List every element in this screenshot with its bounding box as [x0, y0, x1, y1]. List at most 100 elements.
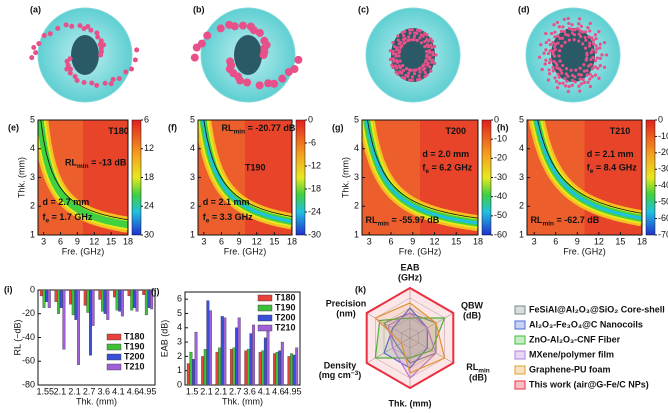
particle — [255, 28, 264, 37]
bar — [86, 289, 90, 313]
x-tick-label: 15 — [106, 236, 116, 246]
particle — [94, 82, 100, 88]
annotation: RLmin = -13 dB — [65, 158, 127, 170]
y-tick-label: 1 — [190, 229, 195, 239]
particle — [588, 72, 592, 76]
y-tick-label: 0 — [177, 379, 182, 389]
particle — [85, 24, 91, 30]
particle — [579, 73, 583, 77]
x-tick-label: 2.1 — [54, 386, 67, 396]
particle — [561, 25, 565, 29]
particle — [539, 43, 543, 47]
particle — [553, 76, 557, 80]
particle — [559, 68, 563, 73]
x-tick-label: 4.6 — [272, 386, 285, 396]
colorbar-label: 24 — [144, 201, 154, 211]
x-tick-label: 3 — [41, 236, 46, 246]
colorbar-label: -50 — [658, 197, 668, 207]
panel-label: (b) — [193, 4, 205, 14]
particle — [423, 60, 428, 64]
bar — [229, 349, 233, 386]
particle — [402, 29, 407, 34]
y-tick-label: 1 — [177, 365, 182, 375]
particle — [94, 30, 100, 36]
particle — [578, 77, 582, 81]
annotation: T210 — [610, 126, 631, 136]
colorbar-label: 12 — [144, 143, 154, 153]
particle — [590, 67, 594, 71]
x-tick-label: 4.1 — [258, 386, 271, 396]
particle — [551, 52, 555, 56]
particle — [132, 57, 138, 63]
particle — [401, 68, 406, 73]
particle — [546, 51, 551, 56]
bar — [144, 289, 148, 316]
bar — [287, 356, 291, 386]
panel-label: (d) — [518, 4, 530, 14]
particle — [594, 36, 598, 41]
particle — [68, 66, 74, 72]
x-tick-label: 4.6 — [127, 386, 140, 396]
bar — [115, 289, 119, 311]
bar — [113, 289, 116, 298]
colorbar-label: -60 — [494, 229, 507, 239]
particle — [547, 38, 551, 42]
annotation-rest: = 3.3 GHz — [209, 212, 253, 222]
particle — [391, 65, 395, 70]
x-tick-label: 18 — [637, 236, 647, 246]
particle — [578, 89, 582, 93]
particle — [537, 55, 542, 59]
particle — [589, 63, 593, 67]
bar — [189, 351, 193, 386]
particle — [391, 52, 395, 56]
legend-swatch — [106, 333, 122, 341]
bar — [186, 363, 190, 386]
annotation-rest: = -55.97 dB — [389, 216, 440, 226]
bar — [244, 350, 248, 386]
particle — [29, 55, 35, 61]
particle — [548, 42, 552, 47]
particle — [64, 66, 70, 72]
radar-axis-label: Density — [324, 360, 357, 370]
particle — [542, 51, 546, 55]
particle — [65, 62, 71, 68]
particle — [417, 67, 421, 71]
particle — [548, 57, 552, 62]
y-tick-label: 1 — [519, 229, 524, 239]
x-tick-label: 4.95 — [284, 386, 302, 396]
particle — [394, 64, 398, 68]
particle — [278, 74, 287, 83]
particle — [595, 56, 599, 60]
bar — [249, 333, 253, 386]
particle — [544, 41, 548, 45]
y-tick-label: -40 — [22, 332, 35, 342]
particle — [69, 23, 75, 29]
radar-axis-label-main: RL — [466, 362, 478, 372]
annotation-main: f — [587, 163, 591, 173]
bar — [232, 347, 236, 386]
particle — [433, 44, 437, 49]
particle — [434, 53, 438, 57]
bar — [295, 347, 299, 386]
y-tick-label: 2 — [177, 351, 182, 361]
colorbar-label: -40 — [658, 180, 668, 190]
bar — [215, 351, 219, 386]
heat-band — [535, 120, 642, 220]
legend-label: T210 — [275, 322, 296, 332]
particle — [89, 80, 95, 86]
legend-label: T210 — [124, 361, 145, 371]
y-tick-label: 4 — [190, 143, 195, 153]
particle — [421, 68, 426, 72]
colorbar-label: -30 — [494, 172, 507, 182]
particle — [552, 59, 556, 63]
particle — [431, 50, 435, 55]
particle — [397, 49, 402, 53]
particle — [553, 47, 557, 51]
particle — [597, 30, 601, 34]
particle — [67, 70, 73, 76]
annotation: fe = 6.2 GHz — [422, 163, 472, 175]
colorbar-label: 0 — [658, 114, 663, 124]
bar — [201, 356, 205, 386]
particle — [560, 44, 564, 48]
y-tick-label: 0 — [30, 284, 35, 294]
